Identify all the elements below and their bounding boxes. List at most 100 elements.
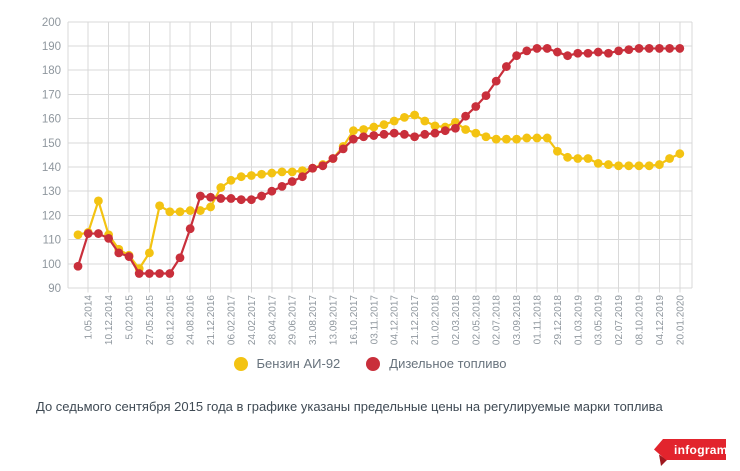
data-point-series-1[interactable] xyxy=(318,161,328,171)
data-point-series-1[interactable] xyxy=(73,261,83,271)
data-point-series-1[interactable] xyxy=(196,191,205,201)
data-point-series-0[interactable] xyxy=(604,160,613,169)
data-point-series-1[interactable] xyxy=(502,62,511,71)
data-point-series-1[interactable] xyxy=(124,252,134,261)
data-point-series-1[interactable] xyxy=(328,154,338,163)
data-point-series-0[interactable] xyxy=(614,161,623,171)
data-point-series-0[interactable] xyxy=(502,134,511,144)
data-point-series-1[interactable] xyxy=(400,129,409,139)
data-point-series-1[interactable] xyxy=(655,44,664,53)
data-point-series-1[interactable] xyxy=(308,163,317,173)
data-point-series-0[interactable] xyxy=(532,133,542,143)
data-point-series-1[interactable] xyxy=(267,186,277,196)
data-point-series-1[interactable] xyxy=(542,44,552,53)
data-point-series-0[interactable] xyxy=(471,128,481,138)
data-point-series-0[interactable] xyxy=(359,125,368,134)
data-point-series-1[interactable] xyxy=(634,44,644,53)
data-point-series-0[interactable] xyxy=(512,134,521,144)
data-point-series-0[interactable] xyxy=(624,161,634,171)
data-point-series-0[interactable] xyxy=(461,125,470,134)
data-point-series-1[interactable] xyxy=(512,51,521,61)
data-point-series-1[interactable] xyxy=(481,91,491,101)
data-point-series-0[interactable] xyxy=(379,120,389,130)
data-point-series-1[interactable] xyxy=(175,253,185,263)
data-point-series-0[interactable] xyxy=(155,201,165,211)
data-point-series-1[interactable] xyxy=(614,46,623,56)
data-point-series-0[interactable] xyxy=(481,132,491,142)
data-point-series-1[interactable] xyxy=(430,128,440,138)
data-point-series-1[interactable] xyxy=(675,44,685,53)
data-point-series-1[interactable] xyxy=(532,44,542,53)
data-point-series-0[interactable] xyxy=(257,169,266,179)
data-point-series-0[interactable] xyxy=(389,116,399,126)
data-point-series-0[interactable] xyxy=(287,167,297,177)
data-point-series-1[interactable] xyxy=(593,47,603,57)
data-point-series-1[interactable] xyxy=(226,194,236,203)
data-point-series-1[interactable] xyxy=(134,269,144,278)
data-point-series-1[interactable] xyxy=(553,47,562,57)
data-point-series-1[interactable] xyxy=(522,46,532,56)
data-point-series-1[interactable] xyxy=(247,195,256,205)
data-point-series-0[interactable] xyxy=(73,230,83,240)
data-point-series-0[interactable] xyxy=(206,202,216,212)
data-point-series-0[interactable] xyxy=(196,206,205,215)
data-point-series-1[interactable] xyxy=(461,111,470,121)
data-point-series-0[interactable] xyxy=(400,112,409,122)
data-point-series-0[interactable] xyxy=(216,183,226,192)
data-point-series-0[interactable] xyxy=(410,110,419,120)
data-point-series-0[interactable] xyxy=(430,121,440,131)
data-point-series-1[interactable] xyxy=(644,44,654,53)
data-point-series-0[interactable] xyxy=(236,172,246,182)
data-point-series-0[interactable] xyxy=(277,167,287,177)
data-point-series-0[interactable] xyxy=(349,126,358,136)
data-point-series-1[interactable] xyxy=(624,45,634,55)
data-point-series-0[interactable] xyxy=(675,149,685,159)
data-point-series-1[interactable] xyxy=(410,132,419,142)
data-point-series-0[interactable] xyxy=(226,175,236,185)
data-point-series-1[interactable] xyxy=(185,224,195,234)
data-point-series-1[interactable] xyxy=(369,131,379,140)
data-point-series-0[interactable] xyxy=(420,116,430,126)
data-point-series-1[interactable] xyxy=(165,269,175,278)
data-point-series-0[interactable] xyxy=(491,134,501,144)
data-point-series-0[interactable] xyxy=(267,168,277,178)
data-point-series-0[interactable] xyxy=(593,158,603,168)
data-point-series-1[interactable] xyxy=(379,129,389,139)
data-point-series-1[interactable] xyxy=(287,177,297,186)
data-point-series-0[interactable] xyxy=(634,161,644,171)
data-point-series-1[interactable] xyxy=(155,269,165,278)
data-point-series-1[interactable] xyxy=(451,123,460,133)
data-point-series-0[interactable] xyxy=(522,133,532,143)
data-point-series-0[interactable] xyxy=(369,122,379,132)
data-point-series-1[interactable] xyxy=(216,194,226,203)
data-point-series-1[interactable] xyxy=(114,248,124,258)
data-point-series-0[interactable] xyxy=(94,196,103,206)
data-point-series-1[interactable] xyxy=(83,229,93,238)
data-point-series-1[interactable] xyxy=(206,192,216,202)
data-point-series-1[interactable] xyxy=(298,172,307,182)
data-point-series-1[interactable] xyxy=(665,44,674,53)
data-point-series-1[interactable] xyxy=(604,48,613,58)
data-point-series-1[interactable] xyxy=(104,233,113,243)
data-point-series-1[interactable] xyxy=(583,48,593,58)
data-point-series-0[interactable] xyxy=(655,160,664,169)
data-point-series-0[interactable] xyxy=(583,154,593,163)
data-point-series-0[interactable] xyxy=(175,207,185,217)
data-point-series-1[interactable] xyxy=(471,102,481,111)
data-point-series-0[interactable] xyxy=(185,206,195,215)
data-point-series-1[interactable] xyxy=(491,76,501,86)
data-point-series-1[interactable] xyxy=(338,144,348,154)
data-point-series-0[interactable] xyxy=(563,152,572,162)
data-point-series-0[interactable] xyxy=(247,171,256,180)
data-point-series-0[interactable] xyxy=(553,146,562,156)
data-point-series-1[interactable] xyxy=(440,126,450,136)
data-point-series-1[interactable] xyxy=(277,181,287,191)
data-point-series-1[interactable] xyxy=(236,195,246,205)
legend-item-0[interactable]: Бензин АИ-92 xyxy=(233,356,340,371)
data-point-series-0[interactable] xyxy=(644,161,654,171)
data-point-series-1[interactable] xyxy=(349,134,358,144)
data-point-series-1[interactable] xyxy=(420,129,430,139)
data-point-series-1[interactable] xyxy=(563,51,572,61)
data-point-series-0[interactable] xyxy=(145,248,154,258)
data-point-series-0[interactable] xyxy=(573,154,583,163)
